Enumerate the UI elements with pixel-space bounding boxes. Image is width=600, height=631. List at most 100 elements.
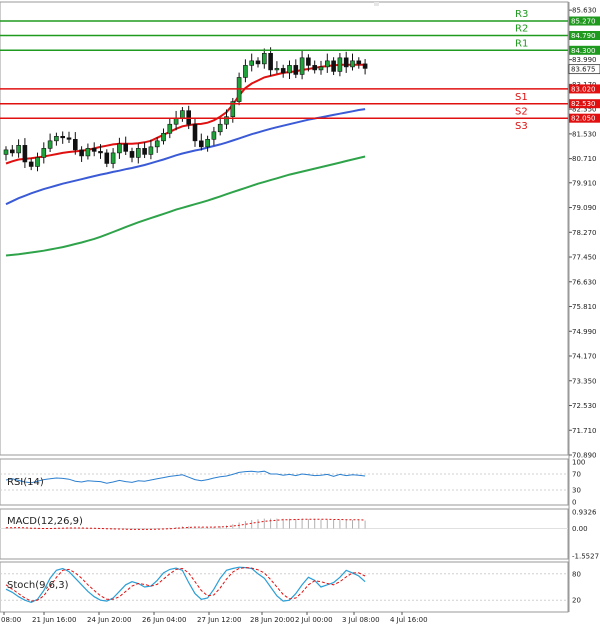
y-tick-label: 85.630 [572,7,597,15]
candle [104,152,110,164]
level-price-tag [569,16,600,26]
level-price-tag [569,45,600,55]
rsi-tick-label: 70 [572,471,581,479]
rsi-tick-label: 30 [572,487,581,495]
rsi-tick-label: 100 [572,459,585,467]
rsi-line [5,470,366,484]
candle [28,161,34,167]
y-tick-label: 73.350 [572,377,597,385]
candle [268,53,273,71]
y-tick-label: 74.170 [572,353,597,361]
x-tick-label: 26 Jun 04:00 [142,616,186,624]
x-tick-label: 27 Jun 12:00 [197,616,241,624]
stoch-k-line [5,566,366,604]
current-price-tag [568,64,600,75]
candle [180,110,185,119]
moving-average-line [5,108,366,206]
x-tick-label: 3 Jul 08:00 [342,616,380,624]
scroll-marker[interactable] [374,2,379,6]
candle [110,152,116,164]
candle [230,101,236,117]
candle [318,66,324,71]
candle [350,60,355,68]
candle [331,60,336,72]
candle [136,148,141,158]
candle [243,65,248,78]
candle [66,137,72,140]
y-tick-label: 80.710 [572,155,597,163]
y-tick-label: 75.810 [572,303,597,311]
rsi-label: RSI(14) [7,477,44,488]
x-tick-label: 2 Jul 00:00 [295,616,333,624]
candle [41,148,47,158]
candle [249,60,254,66]
candle [35,157,40,167]
stoch-pane [0,561,569,613]
x-tick-label: 28 Jun 20:00 [250,616,294,624]
level-price-label: 85.270 [571,18,596,26]
macd-tick-label: 0.00 [572,525,588,533]
rsi-pane [0,458,569,506]
candle [211,131,217,140]
candle [142,148,147,155]
candle [255,60,261,65]
candle [161,132,166,142]
y-tick-label: 76.630 [572,278,597,286]
candle [205,139,210,148]
candle [85,148,91,157]
stoch-tick-label: 20 [572,597,581,605]
level-name-label: R3 [515,9,528,20]
level-name-label: S3 [515,121,528,132]
macd-pane [0,508,569,560]
level-price-label: 84.790 [571,32,596,40]
level-name-label: S2 [515,107,528,118]
candle [192,123,198,142]
y-tick-label: 82.350 [572,106,597,114]
candle [79,149,84,157]
stoch-tick-label: 80 [572,570,581,578]
candle [224,116,229,125]
candle [186,110,191,125]
candle [123,143,128,152]
level-name-label: S1 [515,92,528,103]
level-price-label: 83.020 [571,85,596,93]
y-tick-label: 77.450 [572,254,597,262]
candle [312,65,318,71]
candle [280,68,286,74]
candle [261,53,267,65]
stoch-label: Stoch(9,6,3) [7,580,69,591]
candle [22,145,28,163]
candle [343,57,349,68]
y-tick-label: 79.910 [572,179,597,187]
candle [324,60,330,68]
candle [199,140,204,148]
price-pane [0,1,569,456]
moving-average-line [5,155,366,257]
y-tick-label: 78.270 [572,229,597,237]
candle [16,145,21,154]
level-name-label: R2 [515,23,528,34]
y-tick-label: 74.990 [572,328,597,336]
candle [129,151,135,158]
y-tick-label: 72.530 [572,402,597,410]
candle [47,140,53,149]
candle [274,68,280,71]
level-price-label: 82.050 [571,115,596,123]
candle [10,149,15,154]
candle [167,123,173,134]
candle [154,140,160,148]
candle [299,57,305,75]
candle [287,65,292,74]
level-price-tag [569,30,600,40]
y-tick-label: 71.710 [572,427,597,435]
level-price-tag [569,99,600,109]
x-tick-label: 21 Jun 16:00 [32,616,76,624]
level-price-label: 84.300 [571,47,596,55]
candle [217,123,223,133]
candle [98,151,103,154]
candle [91,148,97,152]
y-tick-label: 70.890 [572,452,597,460]
current-price-label: 83.675 [571,66,596,74]
